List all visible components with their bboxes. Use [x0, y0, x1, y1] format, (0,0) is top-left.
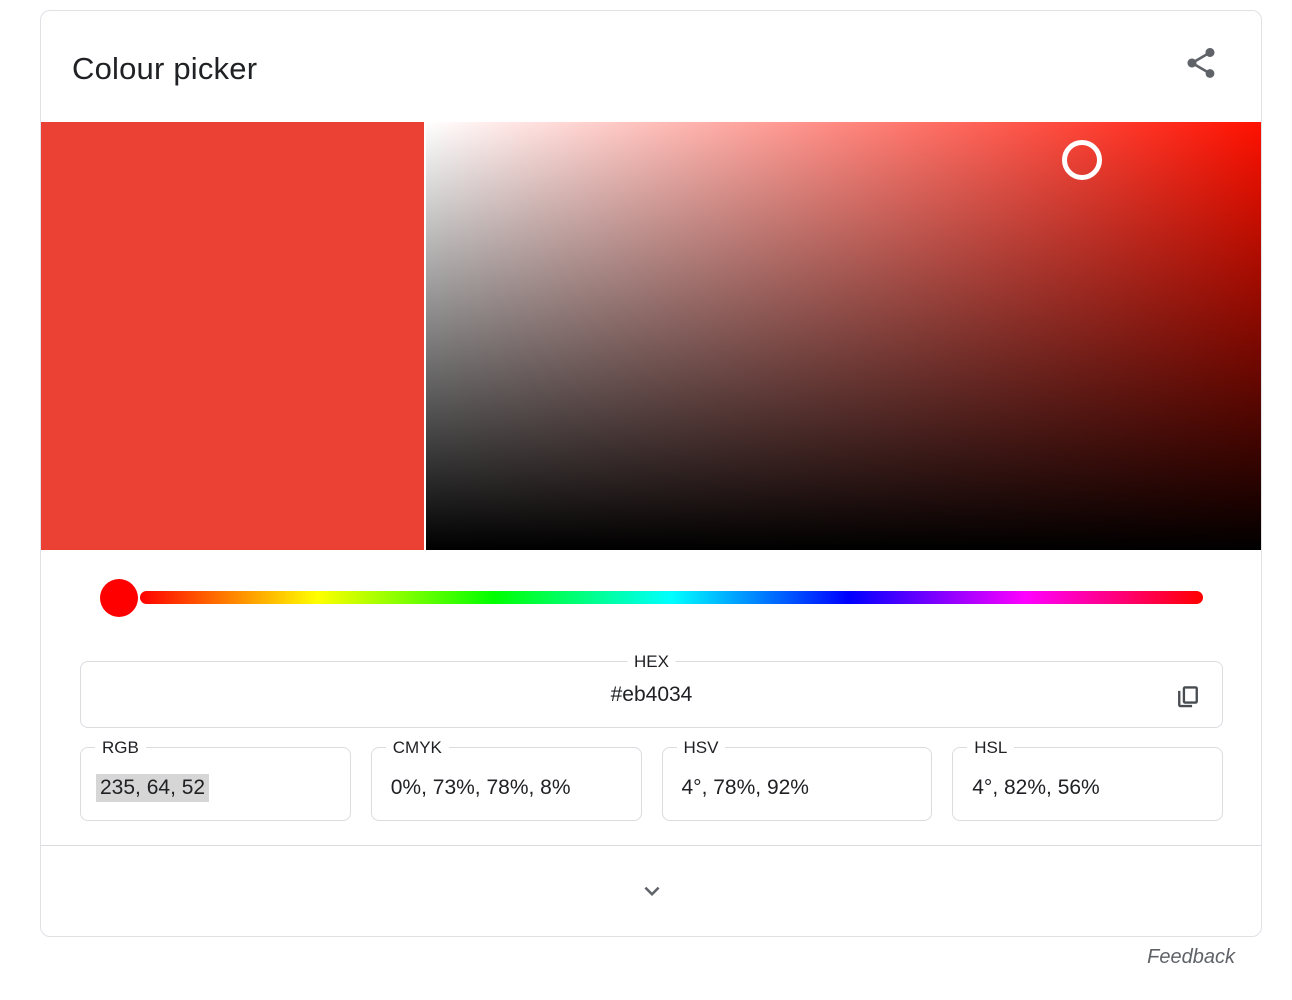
hsl-field: HSL 4°, 82%, 56% [952, 738, 1223, 821]
color-picking-area [41, 122, 1261, 550]
hex-field: HEX #eb4034 [80, 652, 1223, 728]
cmyk-field-label: CMYK [385, 738, 449, 758]
rgb-value[interactable]: 235, 64, 52 [81, 748, 350, 820]
feedback-link[interactable]: Feedback [1147, 946, 1235, 968]
cmyk-value[interactable]: 0%, 73%, 78%, 8% [390, 776, 571, 799]
hsv-field-label: HSV [676, 738, 726, 758]
copy-button[interactable] [1168, 675, 1208, 715]
page-title: Colour picker [72, 51, 258, 86]
hex-value[interactable]: #eb4034 [610, 682, 693, 706]
copy-icon [1174, 681, 1202, 709]
hue-slider-thumb[interactable] [100, 579, 138, 617]
chevron-down-icon [637, 876, 667, 906]
rgb-field-label: RGB [95, 738, 146, 758]
colour-picker-card: Colour picker HEX #eb4034 [40, 10, 1262, 937]
hsl-field-label: HSL [967, 738, 1015, 758]
color-selector-handle[interactable] [1062, 140, 1103, 181]
hsl-value[interactable]: 4°, 82%, 56% [972, 776, 1100, 799]
selected-color-swatch[interactable] [41, 122, 424, 550]
expand-button[interactable] [628, 867, 676, 915]
share-button[interactable] [1179, 41, 1223, 85]
hsv-field: HSV 4°, 78%, 92% [661, 738, 933, 821]
hue-slider-track[interactable] [140, 591, 1203, 604]
cmyk-field: CMYK 0%, 73%, 78%, 8% [370, 738, 642, 821]
hex-field-label: HEX [627, 652, 676, 672]
saturation-value-gradient[interactable] [426, 122, 1261, 550]
card-divider [41, 845, 1261, 846]
rgb-value-text[interactable]: 235, 64, 52 [96, 774, 210, 802]
rgb-field: RGB 235, 64, 52 [80, 738, 351, 821]
color-format-fields: RGB 235, 64, 52 CMYK 0%, 73%, 78%, 8% HS… [80, 738, 1223, 821]
hsv-value[interactable]: 4°, 78%, 92% [681, 776, 809, 799]
share-icon [1183, 45, 1219, 81]
